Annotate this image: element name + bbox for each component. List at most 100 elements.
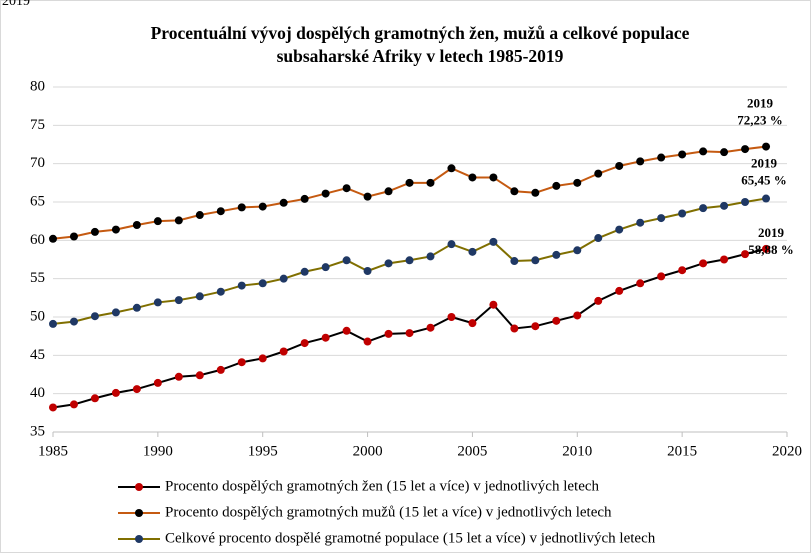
point bbox=[762, 194, 771, 203]
point bbox=[258, 354, 267, 363]
point bbox=[132, 303, 141, 312]
point bbox=[699, 147, 708, 156]
point bbox=[363, 192, 372, 201]
point bbox=[594, 234, 603, 243]
end-label: 2019 bbox=[747, 96, 774, 111]
point bbox=[636, 157, 645, 166]
point bbox=[489, 237, 498, 246]
point bbox=[321, 189, 330, 198]
point bbox=[69, 317, 78, 326]
x-tick-label: 1995 bbox=[248, 443, 278, 459]
chart-title: Procentuální vývoj dospělých gramotných … bbox=[151, 23, 690, 43]
point bbox=[132, 221, 141, 229]
point bbox=[90, 312, 99, 321]
point bbox=[615, 161, 624, 170]
point bbox=[531, 188, 540, 197]
y-tick-label: 55 bbox=[30, 270, 45, 286]
point bbox=[678, 150, 687, 159]
point bbox=[699, 259, 708, 268]
point bbox=[300, 339, 309, 348]
x-tick-label: 1990 bbox=[143, 443, 173, 459]
point bbox=[237, 203, 246, 212]
point bbox=[552, 316, 561, 325]
point bbox=[447, 240, 456, 249]
point bbox=[405, 256, 414, 265]
point bbox=[657, 153, 666, 162]
point bbox=[699, 204, 708, 213]
point bbox=[573, 311, 582, 320]
point bbox=[741, 145, 750, 154]
point bbox=[594, 169, 603, 178]
x-tick-label: 2000 bbox=[353, 443, 383, 459]
point bbox=[258, 279, 267, 288]
point bbox=[342, 256, 351, 265]
x-tick-label: 2010 bbox=[562, 443, 592, 459]
point bbox=[216, 365, 225, 374]
point bbox=[573, 246, 582, 255]
point bbox=[447, 164, 456, 173]
point bbox=[49, 319, 57, 328]
end-label: 2019 bbox=[751, 156, 778, 171]
legend-label: Procento dospělých gramotných mužů (15 l… bbox=[165, 504, 612, 520]
point bbox=[510, 324, 519, 333]
point bbox=[153, 378, 162, 387]
point bbox=[49, 403, 57, 412]
point bbox=[447, 313, 456, 321]
point bbox=[615, 225, 624, 234]
point bbox=[384, 187, 393, 196]
point bbox=[594, 296, 603, 305]
end-label: 72,23 % bbox=[737, 113, 783, 128]
legend-marker bbox=[135, 535, 143, 543]
point bbox=[426, 323, 435, 332]
x-tick-label: 2020 bbox=[772, 443, 802, 459]
point bbox=[195, 371, 204, 380]
legend-marker bbox=[135, 509, 143, 517]
point bbox=[153, 217, 162, 226]
point bbox=[720, 148, 729, 157]
legend-label: Celkové procento dospělé gramotné popula… bbox=[165, 530, 656, 546]
point bbox=[552, 181, 561, 190]
y-tick-label: 50 bbox=[30, 308, 45, 324]
point bbox=[384, 329, 393, 338]
y-tick-label: 65 bbox=[30, 193, 45, 209]
point bbox=[552, 250, 561, 259]
point bbox=[216, 207, 225, 216]
legend-label: Procento dospělých gramotných žen (15 le… bbox=[165, 478, 600, 494]
point bbox=[405, 178, 414, 187]
point bbox=[489, 300, 498, 309]
y-tick-label: 75 bbox=[30, 117, 45, 133]
point bbox=[615, 286, 624, 295]
point bbox=[636, 279, 645, 288]
point bbox=[132, 385, 141, 394]
y-tick-label: 60 bbox=[30, 232, 45, 248]
point bbox=[762, 244, 771, 253]
point bbox=[153, 298, 162, 307]
point bbox=[111, 225, 120, 234]
point bbox=[216, 287, 225, 296]
point bbox=[174, 372, 183, 381]
point bbox=[720, 255, 729, 264]
point bbox=[636, 218, 645, 227]
point bbox=[468, 173, 477, 182]
point bbox=[174, 296, 183, 305]
end-label: 2019 bbox=[758, 225, 785, 240]
point bbox=[468, 319, 477, 328]
point bbox=[300, 267, 309, 276]
point bbox=[657, 214, 666, 223]
point bbox=[258, 202, 267, 211]
point bbox=[678, 209, 687, 218]
point bbox=[69, 400, 78, 409]
point bbox=[342, 184, 351, 193]
point bbox=[405, 329, 414, 338]
point bbox=[426, 252, 435, 261]
point bbox=[489, 173, 498, 182]
point bbox=[741, 198, 750, 206]
point bbox=[90, 394, 99, 403]
point bbox=[342, 326, 351, 335]
point bbox=[69, 232, 78, 241]
y-tick-label: 45 bbox=[30, 347, 45, 363]
legend-marker bbox=[135, 483, 143, 491]
x-tick-label: 1985 bbox=[38, 443, 68, 459]
